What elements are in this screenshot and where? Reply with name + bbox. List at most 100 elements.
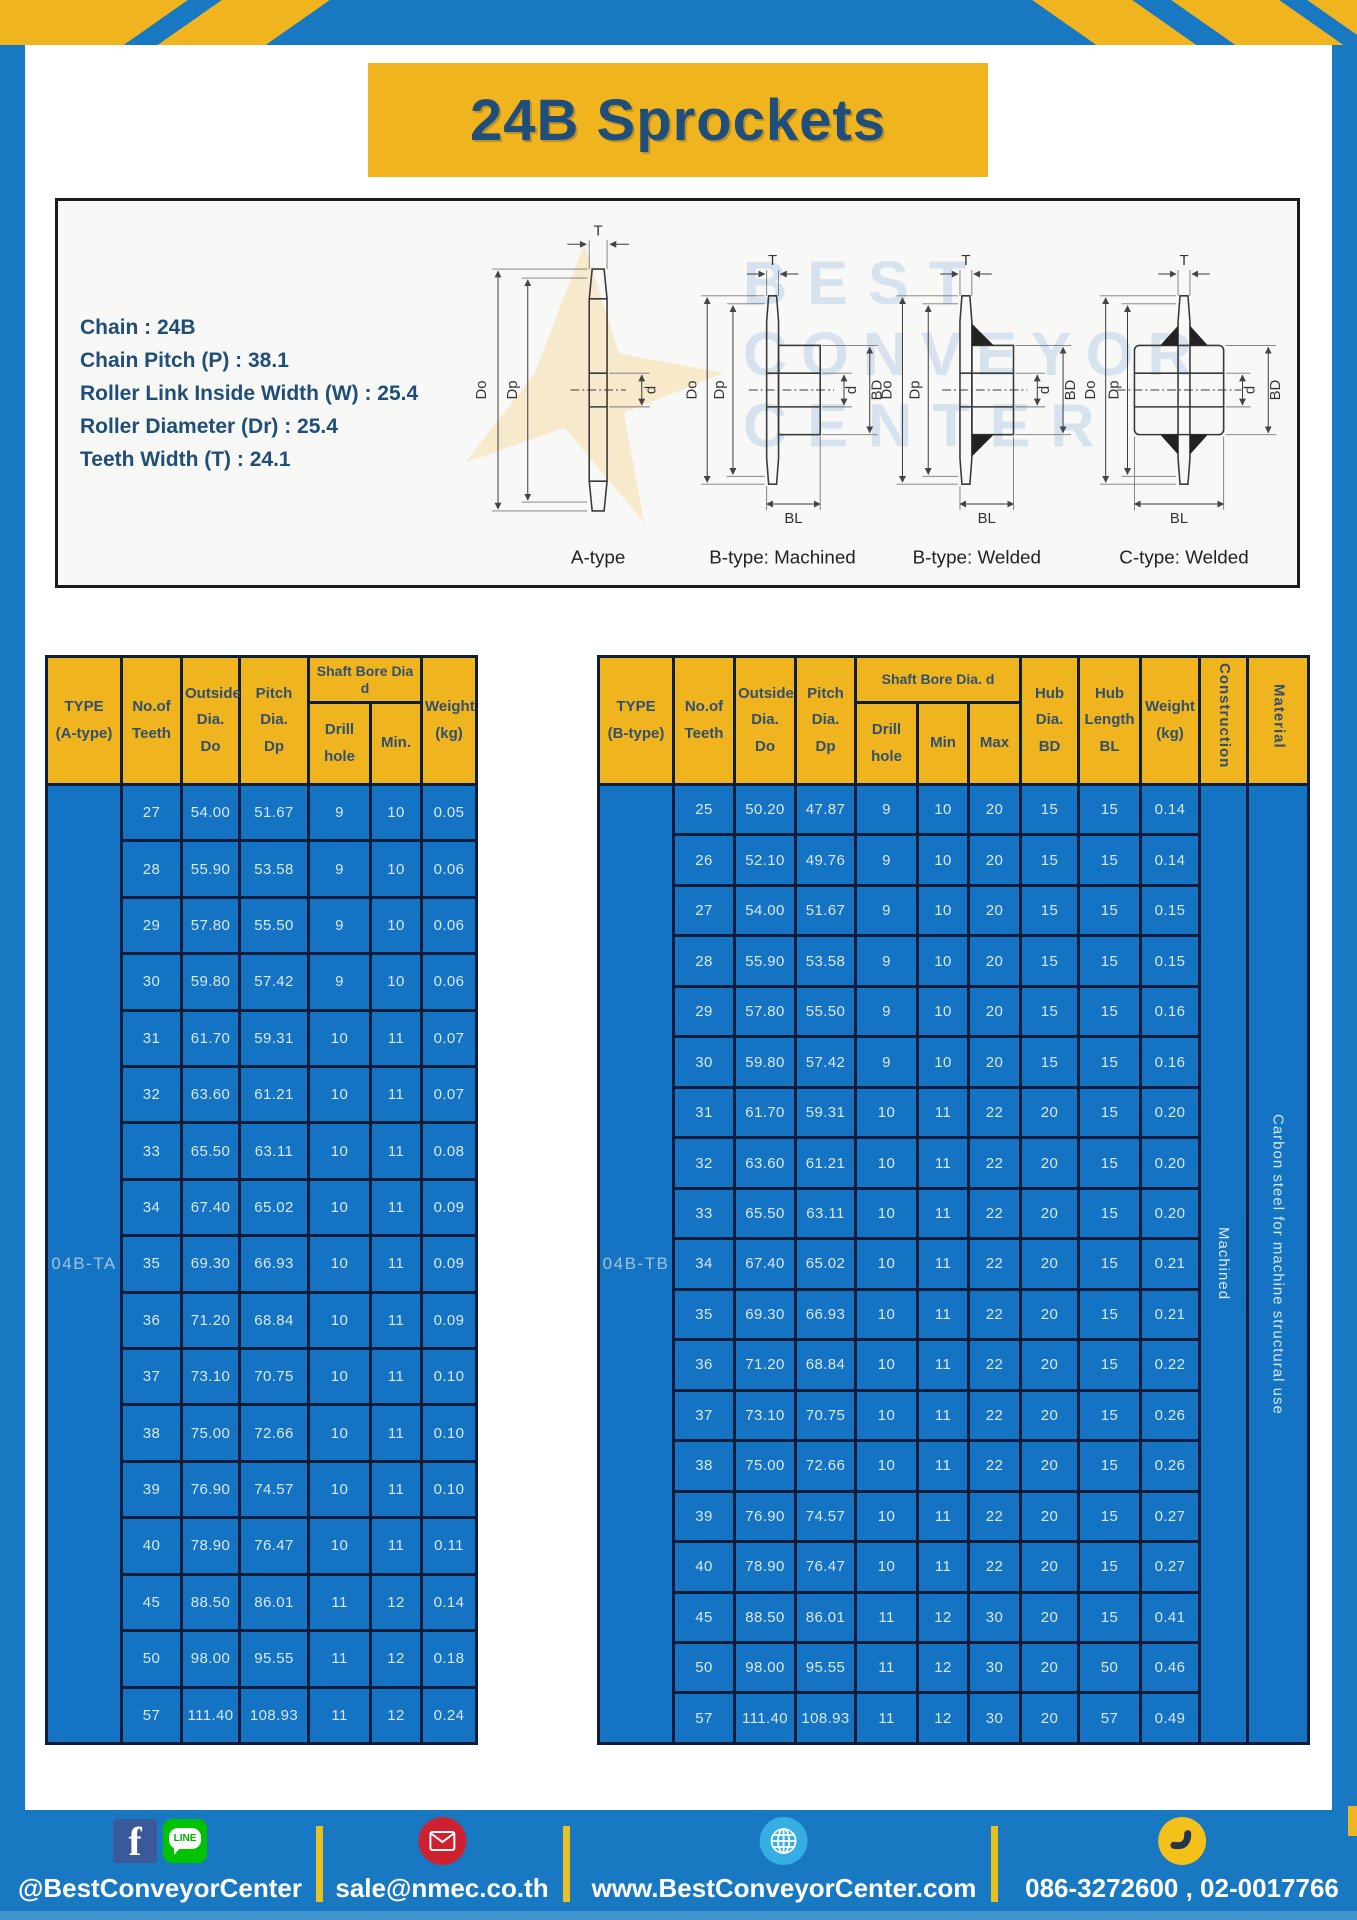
table-cell: 10 [916, 984, 970, 1039]
svg-text:Do: Do [684, 381, 700, 400]
table-cell: 15 [1019, 782, 1081, 837]
table-row: 30 59.80 57.42 9 10 0.06 [47, 952, 478, 1012]
table-cell: 20 [1019, 1590, 1081, 1644]
svg-text:Do: Do [474, 381, 490, 400]
table-cell: 22 [966, 1489, 1023, 1544]
table-cell: 20 [1019, 1640, 1081, 1695]
table-cell: 11 [916, 1085, 970, 1140]
table-cell: 15 [1019, 1035, 1081, 1089]
table-cell: 15 [1077, 1085, 1143, 1140]
website-contact[interactable]: www.BestConveyorCenter.com [591, 1816, 977, 1904]
table-cell: 88.50 [733, 1590, 797, 1644]
table-cell: 10 [307, 1459, 372, 1520]
table-row: 38 75.00 72.66 10 11 0.10 [47, 1403, 478, 1463]
table-row: 33 65.50 63.11 10 11 22 20 15 0.20 [599, 1186, 1309, 1241]
svg-text:Dp: Dp [712, 381, 728, 400]
table-cell: 65.50 [180, 1121, 241, 1181]
table-cell: 10 [854, 1338, 919, 1392]
social-contact[interactable]: f LINE @BestConveyorCenter [18, 1816, 302, 1904]
table-cell: 11 [854, 1691, 919, 1745]
table-cell: 10 [307, 1177, 372, 1238]
table-cell: 57 [672, 1691, 736, 1745]
svg-text:BL: BL [978, 511, 996, 527]
website-url[interactable]: www.BestConveyorCenter.com [591, 1873, 977, 1903]
social-handle[interactable]: @BestConveyorCenter [18, 1873, 302, 1903]
table-row: 27 54.00 51.67 9 10 20 15 15 0.15 [599, 883, 1309, 938]
table-cell: 10 [307, 1121, 372, 1181]
table-cell: 108.93 [794, 1691, 857, 1745]
table-cell: 15 [1077, 1540, 1143, 1594]
table-cell: 11 [369, 1177, 423, 1238]
table-cell: 10 [854, 1540, 919, 1594]
table-cell: 9 [854, 984, 919, 1039]
table-cell: 34 [120, 1177, 183, 1238]
line-icon[interactable]: LINE [162, 1819, 207, 1863]
caption-a-type: A-type [571, 547, 625, 568]
table-cell: 59.80 [180, 952, 241, 1012]
table-cell: 25 [672, 782, 736, 837]
table-cell: 10 [307, 1290, 372, 1351]
phone-numbers[interactable]: 086-3272600 , 02-0017766 [1025, 1873, 1339, 1903]
table-cell: 39 [120, 1459, 183, 1520]
table-cell: 68.84 [794, 1338, 857, 1392]
table-cell: 10 [916, 883, 970, 938]
table-cell: 95.55 [238, 1629, 310, 1689]
svg-text:BL: BL [784, 511, 802, 527]
table-cell: 9 [854, 833, 919, 887]
facebook-icon[interactable]: f [112, 1819, 157, 1863]
col-header-shaft-bore: Shaft Bore Dia. d [853, 655, 1023, 704]
table-cell: 30 [966, 1691, 1023, 1745]
table-cell: 61.70 [733, 1085, 797, 1140]
globe-icon[interactable] [760, 1817, 808, 1865]
table-cell: 20 [1019, 1237, 1081, 1291]
table-cell: 0.06 [420, 952, 478, 1012]
phone-icon[interactable] [1157, 1817, 1206, 1865]
table-cell: 9 [307, 952, 372, 1012]
table-cell: 55.90 [180, 839, 241, 899]
svg-text:T: T [961, 253, 970, 269]
table-cell: 76.47 [794, 1540, 857, 1594]
spec-line: Roller Link Inside Width (W) : 25.4 [80, 382, 419, 405]
table-cell: 0.21 [1139, 1287, 1202, 1342]
chain-specs: Chain : 24B Chain Pitch (P) : 38.1 Rolle… [80, 311, 418, 476]
table-cell: 0.22 [1139, 1338, 1202, 1392]
email-icon[interactable] [418, 1817, 466, 1865]
table-cell: 22 [966, 1085, 1023, 1140]
table-cell: 27 [120, 782, 183, 843]
table-cell: 0.14 [420, 1572, 478, 1633]
spec-line: Chain : 24B [80, 316, 196, 339]
svg-text:Dp: Dp [505, 381, 521, 400]
table-cell: 20 [1019, 1388, 1081, 1443]
col-header-pitch-dia: Pitch Dia. Dp [238, 655, 310, 786]
table-cell: 0.08 [420, 1121, 478, 1181]
col-header-pitch-dia: Pitch Dia. Dp [794, 655, 857, 786]
col-header-outside-dia: Outside Dia. Do [180, 655, 241, 786]
drawing-captions: A-type B-type: Machined B-type: Welded C… [571, 547, 1249, 568]
table-cell: 15 [1077, 1590, 1143, 1644]
table-cell: 22 [966, 1136, 1023, 1190]
email-address[interactable]: sale@nmec.co.th [335, 1873, 549, 1903]
table-cell: 40 [672, 1540, 736, 1594]
table-cell: 54.00 [733, 883, 797, 938]
table-cell: 20 [966, 782, 1023, 837]
footer-divider [991, 1826, 998, 1902]
table-cell: 71.20 [180, 1290, 241, 1351]
table-cell: 11 [369, 1403, 423, 1463]
table-cell: 20 [1019, 1439, 1081, 1493]
table-cell: 31 [672, 1085, 736, 1140]
table-cell: 9 [307, 895, 372, 956]
table-cell: 51.67 [238, 782, 310, 843]
col-header-weight: Weight (kg) [420, 655, 478, 786]
phone-contact[interactable]: 086-3272600 , 02-0017766 [1025, 1816, 1339, 1904]
sprocket-diagrams: BEST CONVEYOR CENTER [465, 223, 1284, 568]
table-cell: 11 [369, 1516, 423, 1576]
email-contact[interactable]: sale@nmec.co.th [335, 1816, 549, 1904]
a-type-spec-table: TYPE (A-type) No.of Teeth Outside Dia. D… [45, 655, 478, 1745]
table-cell: 45 [120, 1572, 183, 1633]
c-type-welded-labels: T Do Dp d BD BL [1083, 253, 1284, 527]
table-cell: 61.70 [180, 1008, 241, 1069]
col-header-drill-hole: Drill hole [307, 701, 372, 786]
table-cell: 30 [966, 1640, 1023, 1695]
table-cell: 75.00 [733, 1439, 797, 1493]
table-cell: 28 [120, 839, 183, 899]
